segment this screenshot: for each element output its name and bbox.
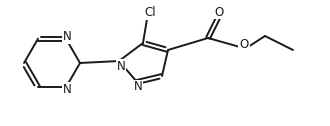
Text: N: N xyxy=(63,30,71,43)
Text: N: N xyxy=(63,83,71,96)
Text: O: O xyxy=(214,6,224,19)
Text: N: N xyxy=(116,59,125,72)
Text: O: O xyxy=(239,39,248,52)
Text: N: N xyxy=(134,81,142,93)
Text: Cl: Cl xyxy=(144,7,156,20)
